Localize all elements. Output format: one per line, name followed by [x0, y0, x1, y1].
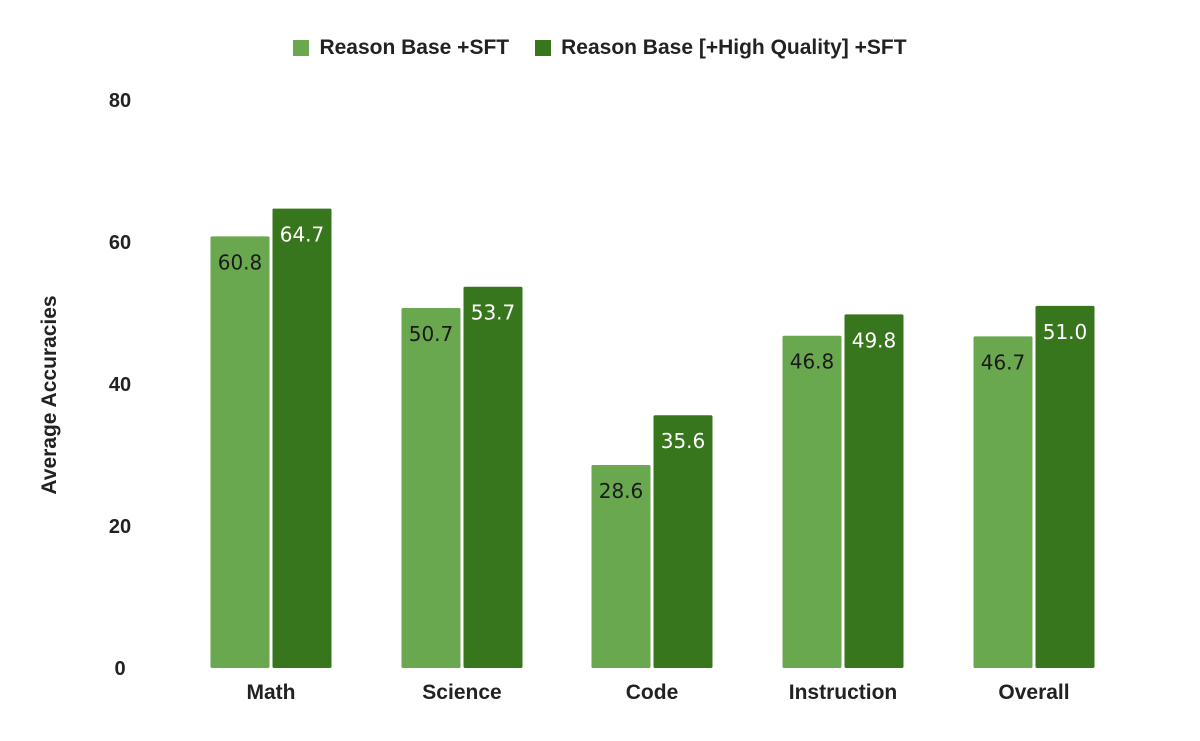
bar	[1035, 305, 1095, 668]
bar	[591, 464, 651, 668]
legend-item-series-1: Reason Base +SFT	[293, 36, 509, 60]
bar	[782, 335, 842, 668]
x-tick-label: Science	[422, 681, 501, 704]
data-label: 46.8	[790, 350, 835, 374]
data-label: 28.6	[599, 479, 644, 503]
bar	[653, 415, 713, 668]
x-tick-label: Code	[626, 681, 679, 704]
legend: Reason Base +SFT Reason Base [+High Qual…	[0, 36, 1200, 60]
data-label: 46.7	[981, 350, 1026, 374]
legend-label-series-1: Reason Base +SFT	[319, 36, 510, 59]
data-label: 50.7	[409, 322, 454, 346]
y-tick-label: 80	[109, 90, 131, 112]
y-tick-label: 40	[109, 374, 131, 396]
legend-swatch-series-2	[535, 40, 552, 56]
y-tick-label: 0	[114, 658, 125, 680]
data-label: 49.8	[852, 328, 897, 352]
bar	[272, 208, 332, 668]
bar	[973, 336, 1033, 668]
data-label: 51.0	[1043, 320, 1088, 344]
data-label: 64.7	[280, 223, 325, 247]
x-tick-label: Overall	[998, 681, 1069, 704]
x-tick-label: Instruction	[789, 681, 898, 704]
bar	[844, 314, 904, 668]
data-label: 53.7	[471, 301, 516, 325]
bar	[463, 286, 523, 668]
bar	[401, 308, 461, 668]
bar	[210, 236, 270, 668]
x-tick-label: Math	[247, 681, 296, 704]
data-label: 60.8	[218, 250, 263, 274]
legend-item-series-2: Reason Base [+High Quality] +SFT	[535, 36, 907, 60]
y-tick-label: 60	[109, 232, 131, 254]
y-tick-label: 20	[109, 516, 131, 538]
legend-swatch-series-1	[293, 40, 310, 56]
legend-label-series-2: Reason Base [+High Quality] +SFT	[561, 36, 907, 59]
data-label: 35.6	[661, 429, 706, 453]
